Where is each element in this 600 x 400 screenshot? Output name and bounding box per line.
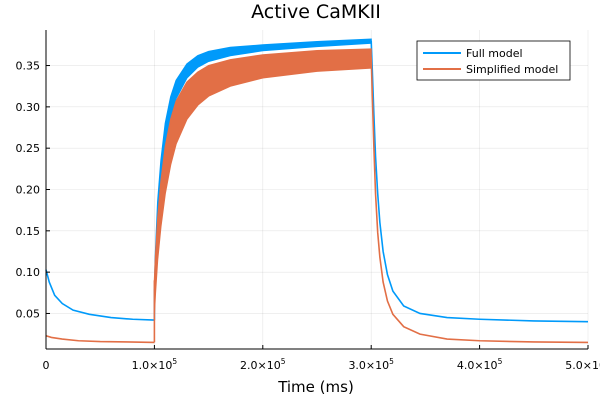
x-tick-exponent: 5 (281, 357, 286, 366)
x-axis-title: Time (ms) (277, 378, 354, 396)
y-ticks: 0.05 0.10 0.15 0.20 0.25 0.30 0.35 (16, 60, 50, 320)
series-decay-simplified-model (370, 57, 589, 344)
x-tick-exponent: 5 (389, 357, 394, 366)
x-tick-mantissa: 2.0×10 (240, 359, 281, 372)
x-tick-exponent: 5 (498, 357, 503, 366)
x-tick-label: 0 (43, 359, 50, 372)
x-tick-mantissa: 4.0×10 (457, 359, 498, 372)
y-tick-label: 0.35 (16, 60, 41, 73)
y-tick-label: 0.05 (16, 307, 41, 320)
x-tick-mantissa: 5.0×10 (565, 359, 600, 372)
y-tick-label: 0.20 (16, 184, 41, 197)
series-decay-full-model (370, 40, 589, 323)
legend-box (416, 40, 571, 81)
plot-series (45, 38, 589, 344)
legend-label-full-model: Full model (466, 47, 523, 60)
legend: Full model Simplified model (416, 40, 571, 81)
x-tick-label: 4.0×105 (457, 357, 503, 372)
x-tick-mantissa: 1.0×10 (132, 359, 173, 372)
y-tick-label: 0.30 (16, 101, 41, 114)
series-line-full-model (45, 269, 155, 321)
x-tick-label: 2.0×105 (240, 357, 286, 372)
chart-title: Active CaMKII (251, 1, 381, 23)
y-tick-label: 0.10 (16, 266, 41, 279)
y-tick-label: 0.15 (16, 225, 41, 238)
y-tick-label: 0.25 (16, 142, 41, 155)
grid (45, 30, 589, 349)
x-tick-label: 5.0×105 (565, 357, 600, 372)
x-tick-exponent: 5 (172, 357, 177, 366)
x-tick-label: 1.0×105 (132, 357, 178, 372)
x-tick-mantissa: 3.0×10 (348, 359, 389, 372)
x-tick-mantissa: 0 (43, 359, 50, 372)
series-line-simplified-model (45, 335, 155, 344)
legend-label-simplified-model: Simplified model (466, 63, 558, 76)
x-tick-label: 3.0×105 (348, 357, 394, 372)
